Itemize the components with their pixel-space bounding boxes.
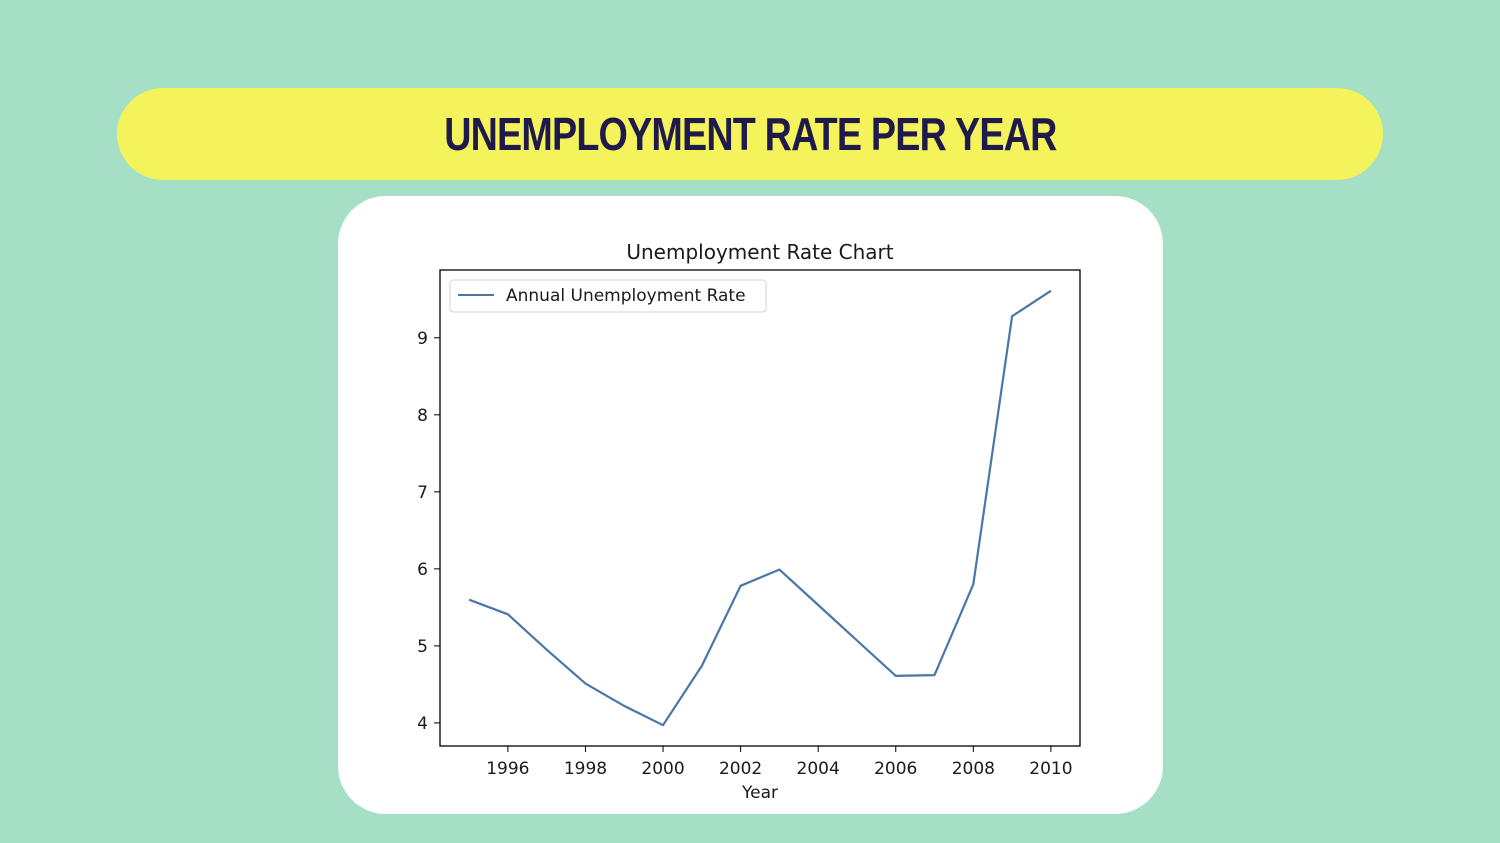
x-tick-label: 2006	[874, 759, 917, 779]
y-tick-label: 7	[417, 483, 428, 503]
page-title: Unemployment rate per year	[443, 108, 1057, 160]
legend: Annual Unemployment Rate	[449, 279, 767, 313]
x-tick-label: 1996	[486, 759, 529, 779]
y-tick-label: 9	[417, 329, 428, 349]
line-chart: Unemployment Rate Chart 1996 1998 2000 2002…	[417, 240, 1081, 803]
chart-title: Unemployment Rate Chart	[626, 240, 893, 264]
chart-card: Unemployment Rate Chart 1996 1998 2000 2002…	[338, 196, 1163, 814]
x-axis: 1996 1998 2000 2002 2004 2006 2008 2010	[486, 746, 1073, 779]
series-line	[468, 289, 1052, 727]
x-tick-label: 2010	[1029, 759, 1072, 779]
x-axis-label: Year	[741, 783, 778, 803]
x-tick-label: 2004	[797, 759, 840, 779]
legend-label: Annual Unemployment Rate	[506, 286, 746, 306]
y-tick-label: 4	[417, 714, 428, 734]
legend-box	[449, 279, 767, 313]
y-axis: 4 5 6 7 8 9	[417, 329, 440, 734]
x-tick-label: 2002	[719, 759, 762, 779]
title-banner: Unemployment rate per year	[117, 88, 1383, 180]
x-tick-label: 2008	[952, 759, 995, 779]
y-tick-label: 8	[417, 406, 428, 426]
x-tick-label: 2000	[641, 759, 684, 779]
series-layer	[468, 289, 1052, 727]
y-tick-label: 5	[417, 637, 428, 657]
y-tick-label: 6	[417, 560, 428, 580]
plot-area	[439, 269, 1081, 747]
x-tick-label: 1998	[564, 759, 607, 779]
